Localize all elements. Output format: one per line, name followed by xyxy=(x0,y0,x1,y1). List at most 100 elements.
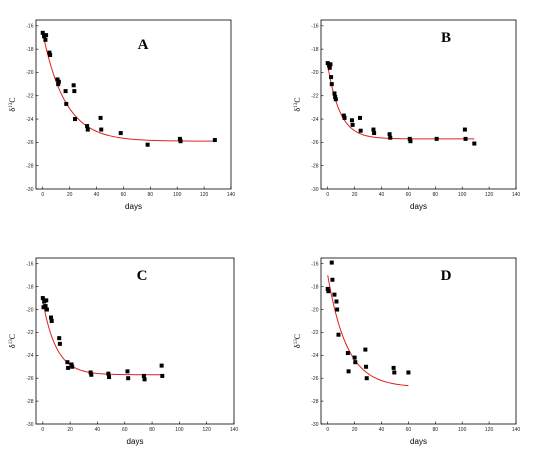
data-point xyxy=(463,136,468,141)
data-point xyxy=(73,117,77,122)
x-tick-label: 20 xyxy=(352,427,358,433)
data-point xyxy=(55,77,60,82)
data-point xyxy=(99,127,104,132)
data-point xyxy=(336,332,341,337)
data-point xyxy=(358,115,362,120)
data-point xyxy=(342,115,347,120)
y-tick-label: -20 xyxy=(26,70,33,76)
x-axis-label: days xyxy=(410,437,427,446)
y-tick-label: -16 xyxy=(311,24,318,30)
data-point xyxy=(85,124,90,129)
x-axis-label: days xyxy=(410,202,427,211)
fit-curve xyxy=(327,275,409,387)
x-tick-label: 140 xyxy=(230,427,239,433)
x-tick-label: 100 xyxy=(458,192,467,198)
fit-curve xyxy=(42,301,162,376)
fit-curve xyxy=(42,32,215,142)
data-point xyxy=(118,131,123,136)
y-tick-label: -18 xyxy=(311,284,318,290)
data-point xyxy=(44,298,49,303)
data-point xyxy=(141,373,146,378)
data-point xyxy=(142,377,147,382)
data-point xyxy=(332,292,337,297)
y-tick-label: -18 xyxy=(26,47,33,53)
data-point xyxy=(350,122,355,127)
x-axis-label: days xyxy=(127,437,144,446)
data-point xyxy=(43,37,48,42)
panel-label: B xyxy=(441,30,451,46)
data-point xyxy=(407,136,412,141)
y-tick-label: -28 xyxy=(26,399,33,405)
data-point xyxy=(352,355,357,360)
data-point xyxy=(44,33,49,38)
data-point xyxy=(42,34,47,39)
data-point xyxy=(66,365,71,370)
data-point xyxy=(330,277,335,282)
data-point xyxy=(332,91,337,96)
data-point xyxy=(126,376,131,381)
panel-a: 0 20 40 60 80 100 120 140 -30 -28 -26 -24 -22 -20 -18 -… xyxy=(8,19,236,211)
data-point xyxy=(178,139,183,144)
data-point xyxy=(335,307,340,312)
x-tick-label: 0 xyxy=(41,192,44,198)
x-tick-label: 20 xyxy=(67,192,73,198)
data-point xyxy=(69,362,74,367)
x-tick-label: 120 xyxy=(203,427,212,433)
x-tick-label: 60 xyxy=(406,192,412,198)
x-tick-label: 140 xyxy=(512,427,521,433)
y-tick-label: -22 xyxy=(26,94,33,100)
data-point xyxy=(329,82,334,87)
x-tick-label: 40 xyxy=(379,427,385,433)
x-tick-label: 140 xyxy=(227,192,236,198)
y-tick-label: -24 xyxy=(26,353,33,359)
x-tick-label: 20 xyxy=(352,192,358,198)
y-tick-label: -30 xyxy=(311,422,318,428)
data-point xyxy=(327,65,332,70)
plot-frame xyxy=(320,19,517,190)
data-point xyxy=(160,373,165,378)
x-tick-label: 120 xyxy=(485,192,494,198)
y-tick-label: -16 xyxy=(26,262,33,268)
y-tick-label: -18 xyxy=(26,284,33,290)
plot-frame xyxy=(35,257,235,425)
x-tick-label: 20 xyxy=(67,427,73,433)
data-point xyxy=(341,113,346,118)
x-tick-label: 60 xyxy=(406,427,412,433)
x-tick-label: 120 xyxy=(485,427,494,433)
y-tick-label: -24 xyxy=(311,353,318,359)
data-point xyxy=(472,141,477,146)
data-point xyxy=(125,369,130,374)
y-tick-label: -18 xyxy=(311,47,318,53)
fit-curve xyxy=(327,65,475,140)
data-point xyxy=(177,136,182,141)
y-tick-label: -28 xyxy=(311,399,318,405)
data-point xyxy=(212,138,217,143)
data-point xyxy=(89,372,94,377)
y-tick-label: -20 xyxy=(311,70,318,76)
x-axis-label: days xyxy=(125,202,142,211)
y-tick-label: -22 xyxy=(311,94,318,100)
x-tick-label: 40 xyxy=(94,192,100,198)
y-axis-label: δ13C xyxy=(293,97,302,111)
data-point xyxy=(98,115,103,120)
data-point xyxy=(44,307,49,312)
y-tick-label: -24 xyxy=(311,117,318,123)
data-point xyxy=(388,135,393,140)
panel-label: C xyxy=(137,268,148,284)
data-point xyxy=(65,360,70,365)
data-point xyxy=(353,360,358,365)
data-point xyxy=(106,371,111,376)
data-point xyxy=(49,315,54,320)
x-tick-label: 40 xyxy=(379,192,385,198)
data-point xyxy=(85,127,90,132)
y-tick-label: -26 xyxy=(26,376,33,382)
x-tick-label: 120 xyxy=(200,192,209,198)
data-point xyxy=(363,347,368,352)
panel-c: 0 20 40 60 80 100 120 140 -30 -28 -26 -24 -22 -20 -18 -… xyxy=(8,257,239,446)
data-point xyxy=(72,89,77,94)
y-tick-label: -20 xyxy=(26,307,33,313)
data-point xyxy=(346,369,351,374)
data-point xyxy=(63,89,68,94)
x-tick-label: 0 xyxy=(41,427,44,433)
